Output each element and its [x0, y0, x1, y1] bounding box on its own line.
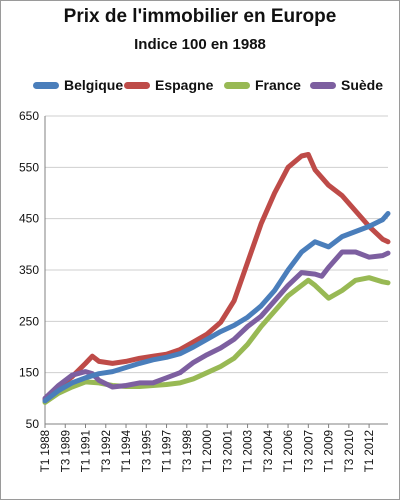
y-tick-label-450: 450	[19, 212, 39, 226]
legend-swatch-suede	[310, 82, 336, 89]
y-tick-label-250: 250	[19, 314, 39, 328]
x-tick-label-9: T3 2001	[222, 430, 234, 472]
legend-swatch-espagne	[124, 82, 150, 89]
x-tick-label-6: T1 1997	[162, 430, 174, 472]
legend-label-espagne: Espagne	[155, 77, 214, 93]
chart-subtitle: Indice 100 en 1988	[134, 36, 266, 53]
x-tick-label-13: T3 2007	[303, 430, 315, 472]
x-tick-label-3: T3 1992	[101, 430, 113, 472]
x-tick-label-0: T1 1988	[40, 430, 52, 472]
x-tick-label-2: T1 1991	[81, 430, 93, 472]
legend-label-france: France	[255, 77, 301, 93]
x-tick-label-11: T3 2004	[263, 429, 275, 472]
series-line-belgique	[42, 211, 391, 404]
series-line-france	[42, 275, 391, 405]
y-tick-label-150: 150	[19, 366, 39, 380]
x-tick-label-14: T1 2009	[324, 430, 336, 472]
x-tick-label-4: T1 1994	[121, 429, 133, 472]
legend-label-belgique: Belgique	[64, 77, 124, 93]
y-tick-label-350: 350	[19, 263, 39, 277]
legend-swatch-france	[224, 82, 250, 89]
x-tick-label-7: T3 1998	[182, 430, 194, 472]
legend: Belgique Espagne France Suède	[0, 76, 400, 96]
x-tick-label-8: T1 2000	[202, 430, 214, 472]
x-tick-label-12: T1 2006	[283, 430, 295, 472]
x-tick-label-10: T1 2003	[243, 430, 255, 472]
legend-swatch-belgique	[33, 82, 59, 89]
y-tick-label-550: 550	[19, 160, 39, 174]
x-tick-label-15: T3 2010	[344, 430, 356, 472]
y-tick-label-650: 650	[19, 109, 39, 123]
series-line-suede	[42, 249, 391, 401]
legend-label-suede: Suède	[341, 77, 384, 93]
x-tick-label-16: T1 2012	[364, 430, 376, 472]
series-line-espagne	[42, 152, 391, 402]
y-tick-label-50: 50	[26, 417, 40, 431]
chart-title: Prix de l'immobilier en Europe	[63, 6, 337, 27]
x-tick-label-1: T3 1989	[60, 430, 72, 472]
x-tick-label-5: T3 1995	[141, 430, 153, 472]
